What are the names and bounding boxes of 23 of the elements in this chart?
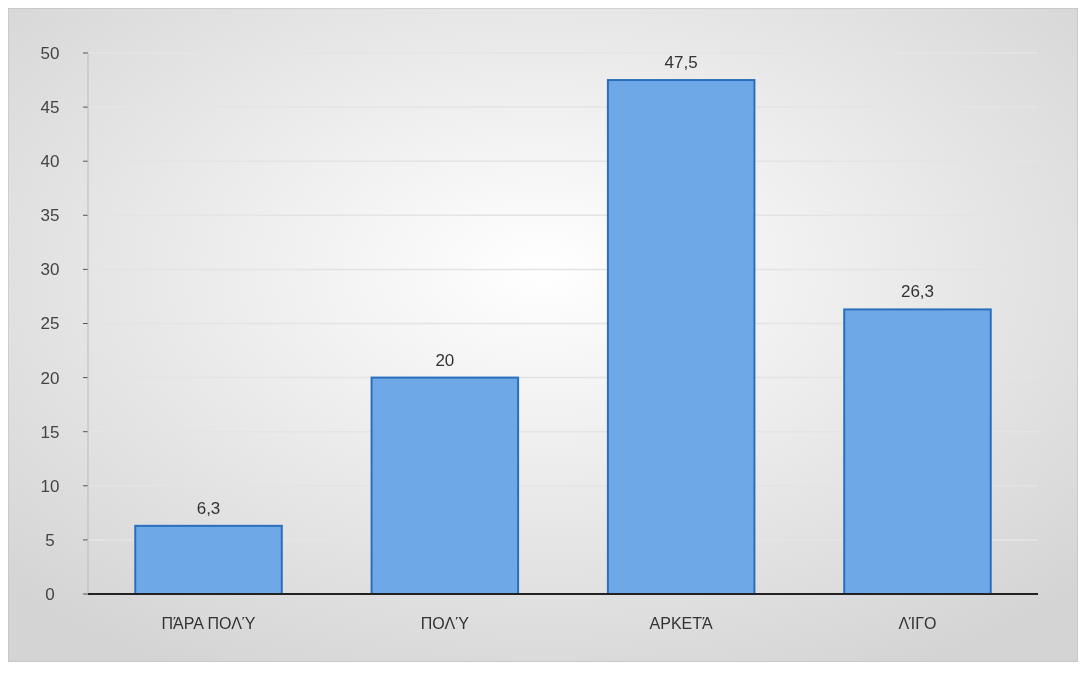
data-label: 26,3 bbox=[900, 282, 935, 302]
y-tick-label: 45 bbox=[40, 98, 60, 118]
x-tick-label: ΑΡΚΕΤΆ bbox=[649, 615, 714, 632]
bar bbox=[370, 376, 520, 595]
bar bbox=[843, 308, 992, 595]
x-tick-label: ΠΟΛΎ bbox=[420, 615, 470, 632]
bar bbox=[606, 79, 756, 595]
y-tick-label: 0 bbox=[45, 584, 55, 604]
y-tick-label: 15 bbox=[40, 422, 60, 442]
x-tick-label: ΛΊΓΟ bbox=[898, 615, 937, 632]
y-tick-label: 30 bbox=[40, 260, 60, 280]
y-tick-label: 5 bbox=[45, 530, 55, 550]
y-tick-label: 40 bbox=[40, 152, 60, 172]
data-label: 6,3 bbox=[196, 498, 221, 518]
y-tick-label: 50 bbox=[40, 43, 60, 63]
y-tick-label: 25 bbox=[40, 314, 60, 334]
y-tick-label: 20 bbox=[40, 368, 60, 388]
data-label: 20 bbox=[435, 350, 455, 370]
x-tick-label: ΠΆΡΑ ΠΟΛΎ bbox=[161, 615, 256, 632]
data-label: 47,5 bbox=[664, 53, 698, 73]
y-tick-label: 10 bbox=[40, 476, 60, 496]
bar bbox=[134, 524, 283, 595]
y-tick-label: 35 bbox=[40, 206, 60, 226]
